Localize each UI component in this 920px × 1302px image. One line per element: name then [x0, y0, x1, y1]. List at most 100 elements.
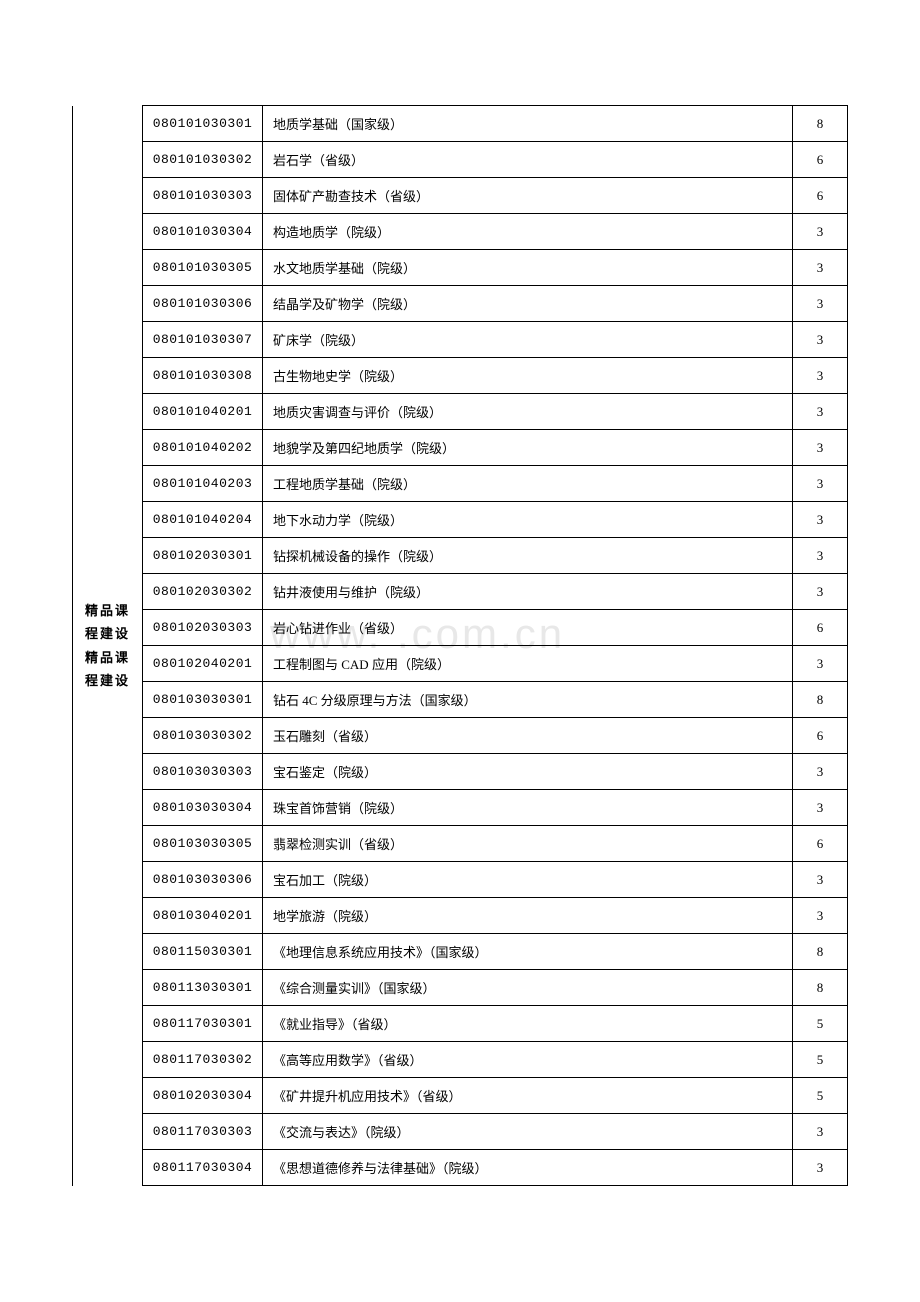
score-cell: 3 [793, 430, 848, 466]
name-cell: 钻井液使用与维护（院级） [263, 574, 793, 610]
name-cell: 宝石加工（院级） [263, 862, 793, 898]
name-cell: 翡翠检测实训（省级） [263, 826, 793, 862]
table-row: 080101030306结晶学及矿物学（院级）3 [73, 286, 848, 322]
table-row: 080103030305翡翠检测实训（省级）6 [73, 826, 848, 862]
name-cell: 工程地质学基础（院级） [263, 466, 793, 502]
score-cell: 6 [793, 610, 848, 646]
name-cell: 地质学基础（国家级） [263, 106, 793, 142]
code-cell: 080103030303 [143, 754, 263, 790]
name-cell: 岩石学（省级） [263, 142, 793, 178]
name-cell: 固体矿产勘查技术（省级） [263, 178, 793, 214]
score-cell: 8 [793, 106, 848, 142]
name-cell: 《矿井提升机应用技术》（省级） [263, 1078, 793, 1114]
score-cell: 5 [793, 1006, 848, 1042]
name-cell: 钻石 4C 分级原理与方法（国家级） [263, 682, 793, 718]
table-row: 080117030303《交流与表达》（院级）3 [73, 1114, 848, 1150]
name-cell: 构造地质学（院级） [263, 214, 793, 250]
score-cell: 3 [793, 394, 848, 430]
name-cell: 《思想道德修养与法律基础》（院级） [263, 1150, 793, 1186]
table-row: 080117030302《高等应用数学》（省级）5 [73, 1042, 848, 1078]
code-cell: 080101040203 [143, 466, 263, 502]
score-cell: 6 [793, 142, 848, 178]
code-cell: 080102030304 [143, 1078, 263, 1114]
name-cell: 钻探机械设备的操作（院级） [263, 538, 793, 574]
table-row: 080115030301《地理信息系统应用技术》（国家级）8 [73, 934, 848, 970]
code-cell: 080101040202 [143, 430, 263, 466]
code-cell: 080101030302 [143, 142, 263, 178]
code-cell: 080103030301 [143, 682, 263, 718]
score-cell: 3 [793, 322, 848, 358]
code-cell: 080101040204 [143, 502, 263, 538]
name-cell: 《综合测量实训》（国家级） [263, 970, 793, 1006]
name-cell: 《高等应用数学》（省级） [263, 1042, 793, 1078]
table-row: 080103030301钻石 4C 分级原理与方法（国家级）8 [73, 682, 848, 718]
code-cell: 080101030305 [143, 250, 263, 286]
table-row: 080103030304珠宝首饰营销（院级）3 [73, 790, 848, 826]
score-cell: 8 [793, 934, 848, 970]
code-cell: 080101030304 [143, 214, 263, 250]
name-cell: 地学旅游（院级） [263, 898, 793, 934]
table-row: 080103030306宝石加工（院级）3 [73, 862, 848, 898]
table-row: 080101040203工程地质学基础（院级）3 [73, 466, 848, 502]
table-row: 080101040201地质灾害调查与评价（院级）3 [73, 394, 848, 430]
name-cell: 《就业指导》（省级） [263, 1006, 793, 1042]
score-cell: 3 [793, 502, 848, 538]
code-cell: 080113030301 [143, 970, 263, 1006]
name-cell: 水文地质学基础（院级） [263, 250, 793, 286]
score-cell: 3 [793, 358, 848, 394]
name-cell: 地下水动力学（院级） [263, 502, 793, 538]
code-cell: 080117030304 [143, 1150, 263, 1186]
course-table: 精品课程建设精品课程建设080101030301地质学基础（国家级）808010… [72, 105, 848, 1186]
table-row: 080102040201工程制图与 CAD 应用（院级）3 [73, 646, 848, 682]
code-cell: 080101040201 [143, 394, 263, 430]
name-cell: 古生物地史学（院级） [263, 358, 793, 394]
code-cell: 080101030307 [143, 322, 263, 358]
name-cell: 结晶学及矿物学（院级） [263, 286, 793, 322]
name-cell: 矿床学（院级） [263, 322, 793, 358]
score-cell: 5 [793, 1042, 848, 1078]
score-cell: 3 [793, 1114, 848, 1150]
table-row: 080103030302玉石雕刻（省级）6 [73, 718, 848, 754]
table-row: 080101030304构造地质学（院级）3 [73, 214, 848, 250]
table-row: 080117030301《就业指导》（省级）5 [73, 1006, 848, 1042]
name-cell: 岩心钻进作业（省级） [263, 610, 793, 646]
score-cell: 3 [793, 538, 848, 574]
code-cell: 080103040201 [143, 898, 263, 934]
score-cell: 3 [793, 286, 848, 322]
table-row: 080103040201地学旅游（院级）3 [73, 898, 848, 934]
table-row: 080102030302钻井液使用与维护（院级）3 [73, 574, 848, 610]
code-cell: 080102030303 [143, 610, 263, 646]
score-cell: 3 [793, 1150, 848, 1186]
score-cell: 3 [793, 214, 848, 250]
score-cell: 6 [793, 826, 848, 862]
name-cell: 玉石雕刻（省级） [263, 718, 793, 754]
score-cell: 3 [793, 898, 848, 934]
table-row: 080101030307矿床学（院级）3 [73, 322, 848, 358]
table-row: 080102030304《矿井提升机应用技术》（省级）5 [73, 1078, 848, 1114]
name-cell: 工程制图与 CAD 应用（院级） [263, 646, 793, 682]
score-cell: 3 [793, 574, 848, 610]
table-row: 080102030301钻探机械设备的操作（院级）3 [73, 538, 848, 574]
code-cell: 080117030301 [143, 1006, 263, 1042]
code-cell: 080101030308 [143, 358, 263, 394]
table-row: 080103030303宝石鉴定（院级）3 [73, 754, 848, 790]
code-cell: 080102040201 [143, 646, 263, 682]
code-cell: 080117030302 [143, 1042, 263, 1078]
score-cell: 3 [793, 862, 848, 898]
code-cell: 080101030306 [143, 286, 263, 322]
code-cell: 080115030301 [143, 934, 263, 970]
table-row: 080113030301《综合测量实训》（国家级）8 [73, 970, 848, 1006]
code-cell: 080102030301 [143, 538, 263, 574]
name-cell: 宝石鉴定（院级） [263, 754, 793, 790]
score-cell: 3 [793, 250, 848, 286]
table-row: 080101040204地下水动力学（院级）3 [73, 502, 848, 538]
score-cell: 8 [793, 682, 848, 718]
code-cell: 080103030302 [143, 718, 263, 754]
score-cell: 3 [793, 790, 848, 826]
code-cell: 080117030303 [143, 1114, 263, 1150]
name-cell: 《交流与表达》（院级） [263, 1114, 793, 1150]
score-cell: 3 [793, 466, 848, 502]
category-cell: 精品课程建设精品课程建设 [73, 106, 143, 1186]
score-cell: 3 [793, 646, 848, 682]
name-cell: 地质灾害调查与评价（院级） [263, 394, 793, 430]
